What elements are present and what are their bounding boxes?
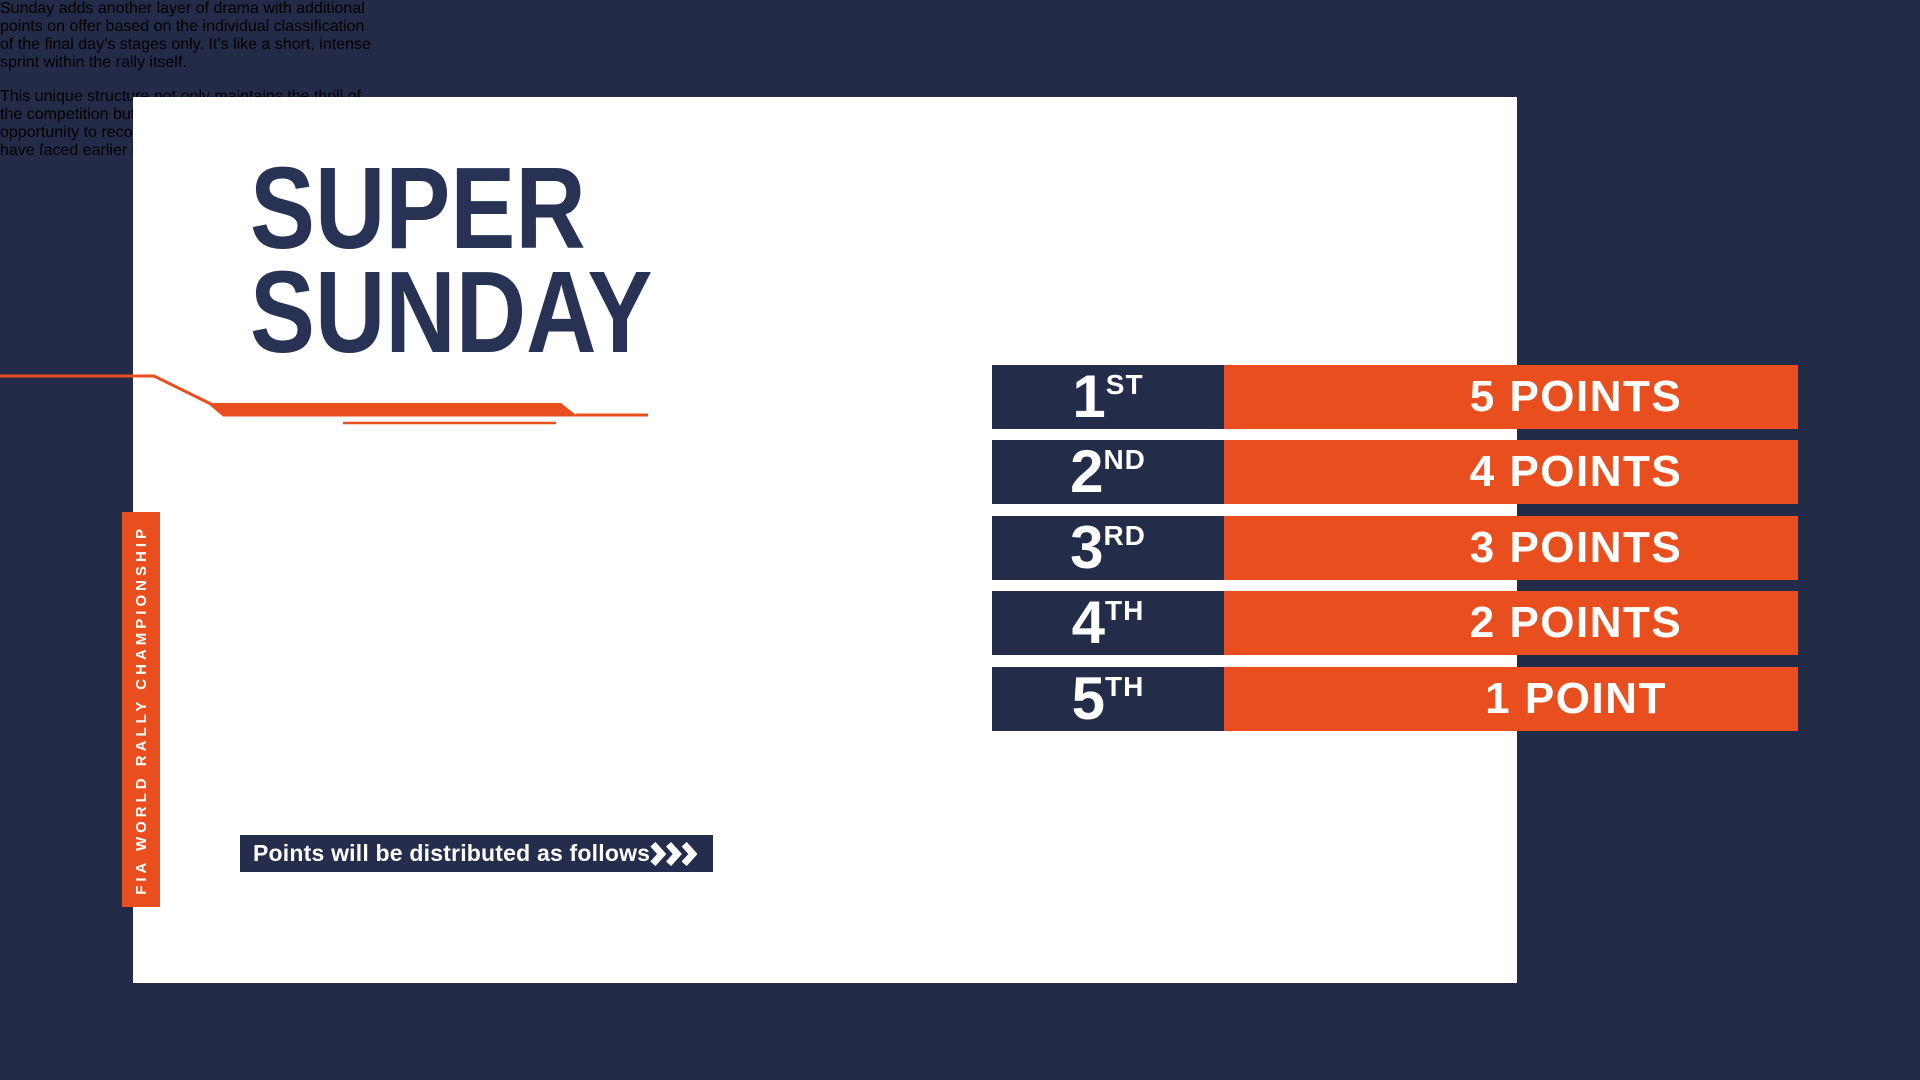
side-banner-label: FIA WORLD RALLY CHAMPIONSHIP (132, 524, 150, 895)
page-title: SUPER SUNDAY (250, 143, 653, 377)
points-cell: 4 POINTS (1224, 440, 1798, 504)
table-row: 5 TH 1 POINT (992, 667, 1798, 731)
points-value: 2 POINTS (1469, 598, 1683, 647)
position-number: 3 (1070, 514, 1104, 581)
position-label: 3 RD (1070, 514, 1146, 581)
position-cell: 5 TH (992, 667, 1224, 731)
points-value: 3 POINTS (1469, 523, 1683, 572)
position-label: 5 TH (1071, 665, 1145, 732)
page-title-line2: SUNDAY (250, 247, 653, 377)
position-cell: 1 ST (992, 365, 1224, 429)
points-value: 4 POINTS (1469, 447, 1683, 496)
position-label: 4 TH (1071, 589, 1145, 656)
points-table: 1 ST 5 POINTS 2 ND 4 POINTS 3 (992, 365, 1798, 731)
table-row: 4 TH 2 POINTS (992, 591, 1798, 655)
paragraph-line: sprint within the rally itself. (0, 54, 187, 71)
position-number: 4 (1071, 589, 1106, 656)
position-suffix: TH (1105, 595, 1145, 626)
points-cell: 1 POINT (1224, 667, 1798, 731)
points-value: 1 POINT (1485, 674, 1667, 723)
table-row: 1 ST 5 POINTS (992, 365, 1798, 429)
paragraph-line: Sunday adds another layer of drama with … (0, 0, 365, 17)
cta-label: Points will be distributed as follows (253, 840, 651, 866)
position-number: 5 (1071, 665, 1106, 732)
points-value: 5 POINTS (1469, 372, 1683, 421)
position-suffix: ND (1103, 444, 1146, 475)
position-label: 2 ND (1070, 438, 1146, 505)
points-cell: 3 POINTS (1224, 516, 1798, 580)
table-row: 2 ND 4 POINTS (992, 440, 1798, 504)
side-banner: FIA WORLD RALLY CHAMPIONSHIP (122, 512, 160, 907)
points-cell: 2 POINTS (1224, 591, 1798, 655)
position-suffix: TH (1105, 671, 1145, 702)
points-cell: 5 POINTS (1224, 365, 1798, 429)
position-number: 2 (1070, 438, 1104, 505)
cta-banner: Points will be distributed as follows (240, 835, 713, 872)
position-suffix: ST (1105, 369, 1144, 400)
paragraph-line: points on offer based on the individual … (0, 18, 365, 35)
position-number: 1 (1072, 363, 1106, 430)
page-title-line1: SUPER (250, 143, 586, 273)
position-cell: 2 ND (992, 440, 1224, 504)
position-cell: 3 RD (992, 516, 1224, 580)
title-underline-decoration (0, 374, 648, 425)
position-label: 1 ST (1072, 363, 1144, 430)
position-suffix: RD (1103, 520, 1146, 551)
position-cell: 4 TH (992, 591, 1224, 655)
table-row: 3 RD 3 POINTS (992, 516, 1798, 580)
paragraph-line: of the final day’s stages only. It’s lik… (0, 36, 371, 53)
triple-chevron-right-icon (650, 841, 697, 866)
